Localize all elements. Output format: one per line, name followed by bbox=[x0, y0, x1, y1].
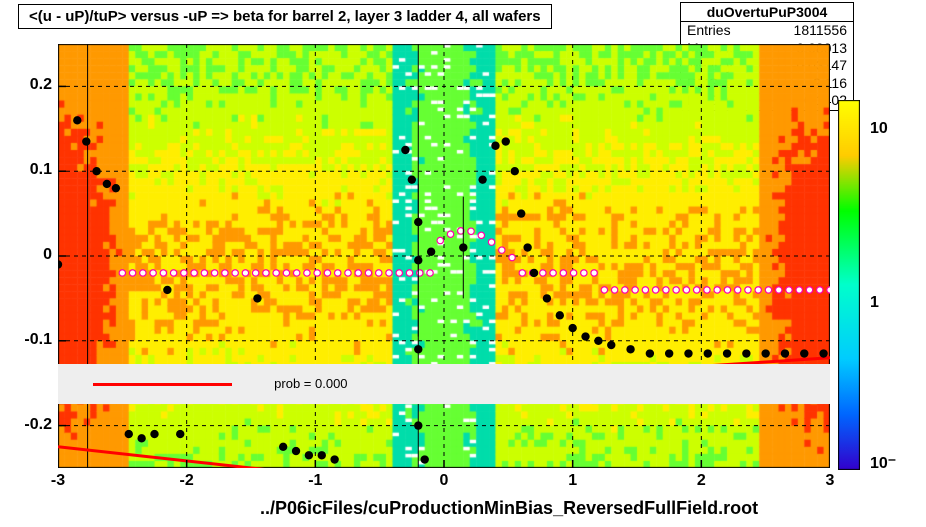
y-tick-label: 0.2 bbox=[30, 76, 52, 94]
y-tick-label: 0 bbox=[43, 246, 52, 264]
x-tick-label: 0 bbox=[440, 472, 449, 490]
y-tick-label: -0.2 bbox=[24, 416, 52, 434]
legend-prob-text: prob = 0.000 bbox=[274, 376, 347, 391]
colorbar-tick-label: 10 bbox=[870, 120, 888, 138]
x-axis-label: ../P06icFiles/cuProductionMinBias_Revers… bbox=[260, 498, 758, 519]
colorbar-tick-label: 1 bbox=[870, 294, 879, 312]
heatmap-canvas bbox=[58, 44, 830, 468]
stats-title: duOvertuPuP3004 bbox=[681, 3, 853, 22]
stat-value: 1811556 bbox=[794, 22, 847, 40]
x-tick-label: 2 bbox=[697, 472, 706, 490]
plot-area: prob = 0.000 bbox=[58, 44, 830, 468]
colorbar bbox=[838, 100, 860, 470]
x-tick-label: -1 bbox=[308, 472, 322, 490]
colorbar-tick-label: 10⁻ bbox=[870, 453, 896, 473]
y-tick-label: -0.1 bbox=[24, 331, 52, 349]
x-tick-label: 3 bbox=[826, 472, 835, 490]
x-tick-label: -3 bbox=[51, 472, 65, 490]
stat-label: Entries bbox=[687, 22, 731, 40]
stat-row-entries: Entries 1811556 bbox=[681, 22, 853, 40]
x-tick-label: 1 bbox=[568, 472, 577, 490]
legend-fit-line bbox=[93, 383, 232, 386]
y-tick-label: 0.1 bbox=[30, 161, 52, 179]
x-tick-label: -2 bbox=[180, 472, 194, 490]
plot-title: <(u - uP)/tuP> versus -uP => beta for ba… bbox=[18, 4, 552, 29]
